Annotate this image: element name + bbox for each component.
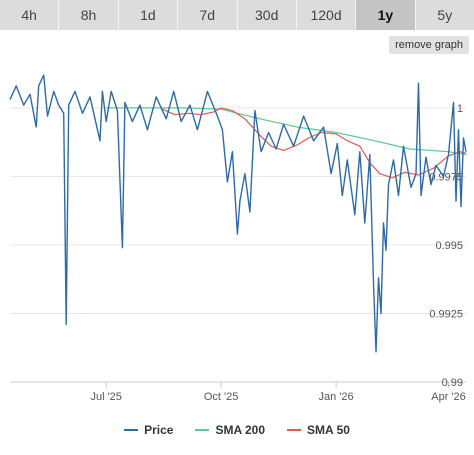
tab-4h[interactable]: 4h	[0, 0, 60, 30]
y-axis-ticks: 0.99 0.9925 0.995 0.9975 1	[429, 103, 463, 389]
legend-item-sma50[interactable]: SMA 50	[287, 420, 350, 440]
x-tick-label: Jan '26	[319, 391, 354, 403]
timeframe-tabs: 4h 8h 1d 7d 30d 120d 1y 5y	[0, 0, 474, 30]
y-tick-label: 0.9925	[429, 308, 463, 320]
series-line-price	[9, 74, 467, 353]
sma200-swatch	[195, 429, 210, 431]
price-swatch	[124, 429, 139, 431]
x-axis-ticks: Jul '25 Oct '25 Jan '26 Apr '26	[90, 382, 466, 403]
tab-1y[interactable]: 1y	[356, 0, 416, 30]
y-tick-label: 0.9975	[429, 171, 463, 183]
tab-30d[interactable]: 30d	[237, 0, 297, 30]
remove-graph-button[interactable]: remove graph	[389, 36, 469, 54]
legend-label-price: Price	[144, 423, 174, 437]
legend-item-sma200[interactable]: SMA 200	[195, 420, 265, 440]
series-lines	[9, 74, 467, 353]
sma50-swatch	[287, 429, 302, 431]
x-tick-label: Jul '25	[90, 391, 121, 403]
tab-5y[interactable]: 5y	[415, 0, 474, 30]
series-line-sma-200	[106, 107, 467, 156]
tab-8h[interactable]: 8h	[59, 0, 119, 30]
legend-label-sma50: SMA 50	[307, 423, 350, 437]
tab-1d[interactable]: 1d	[118, 0, 179, 30]
legend-label-sma200: SMA 200	[215, 423, 266, 437]
x-tick-label: Oct '25	[204, 391, 239, 403]
tab-120d[interactable]: 120d	[296, 0, 357, 30]
y-tick-label: 0.995	[435, 240, 463, 252]
y-tick-label: 1	[457, 103, 463, 115]
chart-legend: Price SMA 200 SMA 50	[0, 420, 474, 440]
grid	[10, 107, 466, 383]
tab-7d[interactable]: 7d	[178, 0, 238, 30]
y-tick-label: 0.99	[442, 377, 463, 389]
legend-item-price[interactable]: Price	[124, 420, 173, 440]
x-tick-label: Apr '26	[431, 391, 466, 403]
